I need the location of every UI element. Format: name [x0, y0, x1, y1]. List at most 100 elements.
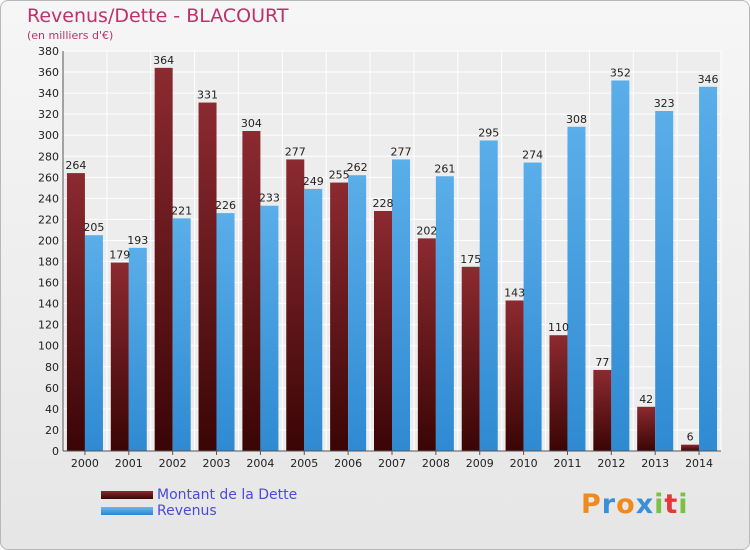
x-tick-label: 2004 [246, 457, 274, 470]
value-label-debt: 364 [153, 54, 174, 67]
y-tick-label: 340 [38, 87, 59, 100]
x-tick-label: 2007 [378, 457, 406, 470]
bar-debt [593, 369, 612, 451]
x-tick-label: 2002 [159, 457, 187, 470]
y-tick-label: 240 [38, 192, 59, 205]
value-label-revenus: 346 [698, 73, 719, 86]
y-tick-label: 0 [52, 445, 59, 458]
bar-debt [154, 67, 173, 451]
legend-label-debt: Montant de la Dette [157, 487, 298, 503]
x-tick-label: 2013 [641, 457, 669, 470]
axes: 0 20 40 60 80 100 120 140 160 180 200 220 240 260 280 3… [38, 45, 721, 470]
x-tick-label: 2014 [685, 457, 713, 470]
y-tick-label: 140 [38, 298, 59, 311]
bar-revenus [523, 162, 542, 451]
bar-debt [681, 444, 700, 451]
proxiti-logo: Proxiti [581, 489, 689, 520]
logo-letter: r [601, 489, 617, 520]
value-label-debt: 6 [687, 431, 694, 444]
bar-revenus [348, 175, 367, 452]
bar-revenus [128, 247, 147, 451]
y-tick-label: 280 [38, 150, 59, 163]
value-label-debt: 143 [504, 286, 525, 299]
y-tick-label: 80 [45, 361, 59, 374]
value-label-revenus: 233 [259, 192, 280, 205]
bar-debt [637, 406, 656, 451]
logo-letter: i [654, 489, 665, 520]
bar-debt [286, 159, 305, 451]
bar-revenus [435, 176, 454, 451]
value-label-debt: 264 [65, 159, 86, 172]
value-label-debt: 202 [416, 224, 437, 237]
value-label-debt: 110 [548, 321, 569, 334]
value-label-revenus: 221 [171, 204, 192, 217]
bar-revenus [567, 126, 586, 451]
bar-debt [549, 335, 568, 451]
x-tick-label: 2008 [422, 457, 450, 470]
bar-revenus [655, 111, 674, 451]
legend-swatch-debt [101, 491, 153, 499]
bars [66, 67, 718, 452]
bar-debt [505, 300, 524, 451]
logo-letter: x [635, 489, 655, 520]
y-tick-label: 200 [38, 234, 59, 247]
logo-letter: t [664, 489, 679, 520]
bar-debt [461, 266, 480, 451]
bar-debt [242, 131, 261, 451]
bar-debt [198, 102, 217, 451]
value-label-debt: 228 [373, 197, 394, 210]
value-label-debt: 77 [595, 356, 609, 369]
value-label-revenus: 277 [391, 145, 412, 158]
x-tick-label: 2009 [466, 457, 494, 470]
y-tick-label: 320 [38, 108, 59, 121]
chart-title: Revenus/Dette - BLACOURT [27, 5, 289, 27]
y-tick-label: 20 [45, 424, 59, 437]
value-label-debt: 331 [197, 89, 218, 102]
value-label-debt: 179 [109, 249, 130, 262]
bar-revenus [260, 205, 279, 451]
value-label-revenus: 205 [83, 221, 104, 234]
y-tick-label: 300 [38, 129, 59, 142]
value-label-revenus: 262 [347, 161, 368, 174]
value-label-revenus: 249 [303, 175, 324, 188]
y-tick-label: 260 [38, 171, 59, 184]
x-tick-label: 2003 [203, 457, 231, 470]
x-tick-label: 2000 [71, 457, 99, 470]
value-label-debt: 42 [639, 393, 653, 406]
bar-revenus [479, 140, 498, 451]
y-tick-label: 100 [38, 340, 59, 353]
logo-letter: o [616, 489, 636, 520]
y-tick-label: 160 [38, 277, 59, 290]
value-label-revenus: 308 [566, 113, 587, 126]
bar-debt [374, 211, 392, 451]
y-tick-label: 360 [38, 66, 59, 79]
y-tick-label: 40 [45, 403, 59, 416]
value-label-revenus: 323 [654, 97, 675, 110]
legend-label-revenus: Revenus [157, 503, 217, 519]
bar-revenus [392, 159, 410, 451]
bar-revenus [699, 86, 718, 451]
bar-debt [66, 173, 85, 451]
bar-debt [417, 238, 436, 451]
value-label-debt: 255 [329, 169, 350, 182]
value-label-revenus: 352 [610, 66, 631, 79]
value-label-debt: 175 [460, 253, 481, 266]
x-tick-label: 2001 [115, 457, 143, 470]
x-tick-label: 2005 [290, 457, 318, 470]
x-tick-label: 2012 [597, 457, 625, 470]
value-label-revenus: 295 [478, 126, 499, 139]
bar-revenus [172, 218, 191, 451]
bar-debt [110, 262, 129, 451]
y-tick-label: 380 [38, 45, 59, 58]
y-tick-label: 120 [38, 319, 59, 332]
bar-revenus [304, 188, 323, 452]
y-tick-label: 220 [38, 213, 59, 226]
logo-letter: i [678, 489, 689, 520]
value-label-revenus: 193 [127, 234, 148, 247]
bar-revenus [216, 213, 235, 451]
logo-letter: P [581, 489, 602, 520]
value-label-revenus: 261 [434, 162, 455, 175]
